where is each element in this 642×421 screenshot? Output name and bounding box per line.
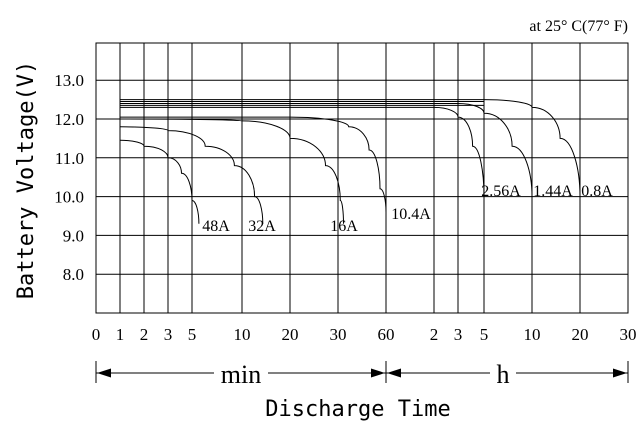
series-label-10-4A: 10.4A	[391, 206, 431, 223]
series-label-0-8A: 0.8A	[581, 183, 613, 200]
curve-2-56A	[119, 106, 485, 197]
x-tick-label: 30	[330, 325, 347, 344]
y-tick-labels: 8.0 9.0 10.0 11.0 12.0 13.0	[54, 71, 84, 284]
series-label-2-56A: 2.56A	[481, 183, 521, 200]
x-tick-label: 10	[234, 325, 251, 344]
x-axis-label: Discharge Time	[265, 397, 450, 421]
series-labels: 48A 32A 16A 10.4A 2.56A 1.44A 0.8A	[202, 183, 613, 235]
y-tick-label: 11.0	[55, 149, 84, 168]
series-label-32A: 32A	[248, 218, 276, 235]
y-axis-label: Battery Voltage(V)	[14, 61, 39, 299]
curve-1-44A	[119, 102, 533, 197]
min-unit-label: min	[221, 360, 261, 389]
curve-16A	[119, 118, 344, 224]
x-tick-label: 5	[188, 325, 197, 344]
arrow-min-left	[97, 368, 111, 378]
x-tick-label: 30	[620, 325, 637, 344]
x-tick-label: 20	[572, 325, 589, 344]
series-label-16A: 16A	[330, 218, 358, 235]
x-tick-label: 1	[116, 325, 125, 344]
y-tick-label: 13.0	[54, 71, 84, 90]
discharge-curves	[119, 99, 581, 224]
x-tick-label: 2	[430, 325, 439, 344]
arrow-h-left	[387, 368, 401, 378]
x-tick-label: 20	[282, 325, 299, 344]
x-tick-label: 5	[480, 325, 489, 344]
series-label-48A: 48A	[202, 218, 230, 235]
curve-10-4A	[120, 116, 387, 213]
y-tick-label: 10.0	[54, 188, 84, 207]
curve-32A	[119, 126, 264, 224]
curve-0-8A	[120, 99, 581, 197]
x-tick-labels: 0 1 2 3 5 10 20 30 60 2 3 5 10 20 30	[92, 325, 637, 344]
x-tick-label: 0	[92, 325, 101, 344]
chart-annotation: at 25° C(77° F)	[529, 18, 628, 35]
plot-frame	[95, 42, 629, 314]
x-tick-label: 3	[454, 325, 463, 344]
x-tick-label: 60	[378, 325, 395, 344]
series-label-1-44A: 1.44A	[533, 183, 573, 200]
y-tick-label: 12.0	[54, 110, 84, 129]
arrow-h-right	[613, 368, 627, 378]
arrow-min-right	[371, 368, 385, 378]
x-tick-label: 10	[524, 325, 541, 344]
y-tick-label: 9.0	[63, 226, 84, 245]
unit-arrows	[95, 361, 629, 383]
x-tick-label: 2	[140, 325, 149, 344]
curve-48A	[119, 139, 200, 224]
grid-lines	[96, 43, 628, 313]
x-tick-label: 3	[164, 325, 173, 344]
unit-arrowheads	[97, 368, 627, 378]
h-unit-label: h	[497, 360, 510, 389]
y-tick-label: 8.0	[63, 265, 84, 284]
